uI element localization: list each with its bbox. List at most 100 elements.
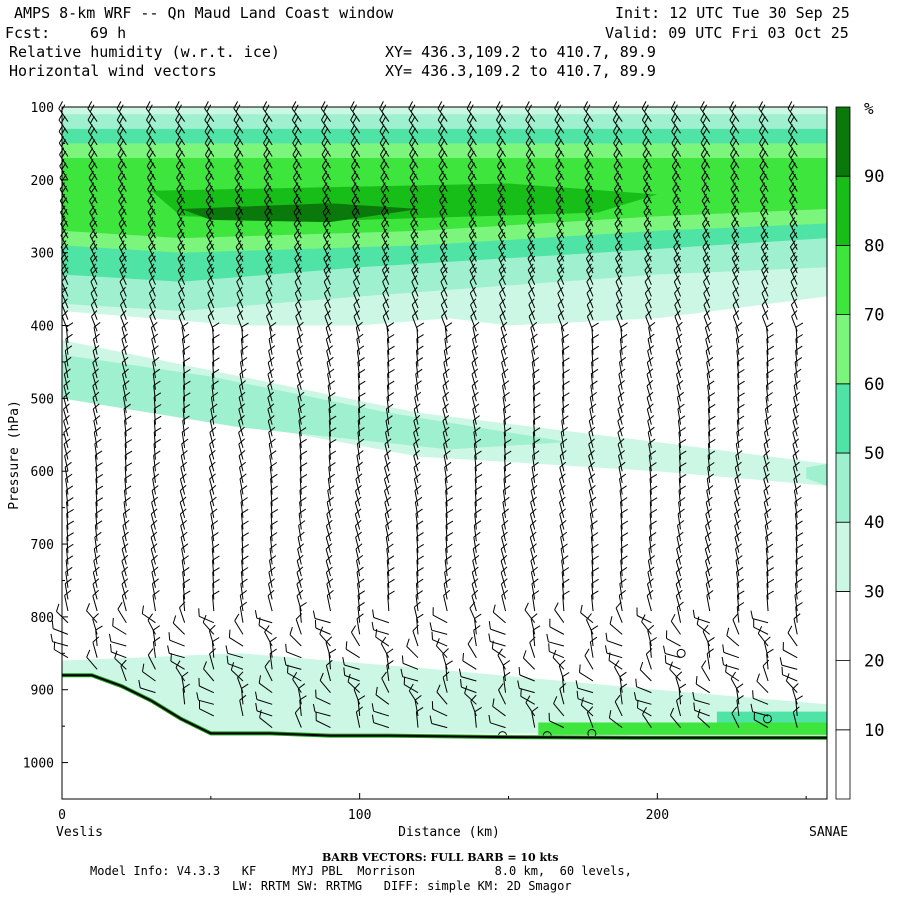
wind-barb [548, 643, 565, 659]
barb-staff [124, 478, 127, 495]
barb-flag [438, 147, 444, 155]
barb-staff [358, 408, 361, 425]
barb-flag [384, 473, 391, 480]
barb-staff [408, 131, 419, 146]
barb-staff [474, 501, 477, 518]
barb-staff [268, 443, 273, 460]
barb-staff [86, 610, 98, 624]
barb-staff [326, 362, 331, 379]
barb-flag [670, 613, 676, 622]
barb-flag [790, 275, 797, 283]
barb-flag [705, 333, 713, 340]
wind-barb [414, 391, 422, 414]
barb-flag [760, 104, 766, 112]
barb-staff [732, 281, 740, 297]
barb-flag [295, 220, 302, 228]
barb-staff [149, 304, 156, 320]
barb-flag [615, 275, 622, 283]
barb-staff [530, 502, 536, 518]
barb-flag [152, 625, 161, 631]
barb-staff [267, 385, 273, 402]
wind-barb [702, 624, 711, 647]
barb-staff [386, 548, 390, 565]
barb-staff [586, 304, 594, 320]
barb-staff [64, 350, 69, 367]
barb-flag [616, 298, 623, 306]
wind-barb [353, 286, 361, 309]
barb-staff [560, 432, 565, 448]
barb-staff [758, 108, 769, 122]
barb-staff [95, 513, 98, 530]
barb-staff [588, 432, 594, 449]
barb-flag [295, 232, 302, 240]
barb-staff [706, 362, 711, 379]
barb-staff [678, 490, 682, 507]
barb-flag [794, 485, 802, 491]
barb-flag [207, 174, 213, 182]
barb-staff [471, 362, 477, 379]
wind-barb [586, 706, 594, 728]
wind-barb [557, 286, 565, 309]
barb-flag [644, 275, 651, 283]
barb-staff [358, 385, 361, 402]
barb-staff [590, 525, 594, 542]
barb-staff [66, 548, 69, 565]
barb-flag [503, 415, 511, 421]
barb-flag [294, 706, 301, 714]
barb-staff [795, 699, 798, 717]
barb-flag [440, 185, 447, 193]
barb-staff [795, 571, 798, 588]
wind-barb [141, 605, 156, 624]
barb-flag [445, 532, 453, 538]
barb-staff [437, 131, 448, 146]
barb-flag [468, 228, 475, 236]
barb-staff [467, 165, 477, 181]
barb-staff [444, 560, 448, 577]
barb-staff [238, 420, 244, 437]
barb-flag [386, 648, 394, 654]
barb-staff [182, 688, 186, 705]
wind-barb [761, 310, 769, 332]
wind-barb [647, 555, 656, 577]
barb-staff [230, 669, 244, 682]
barb-staff [737, 408, 740, 425]
barb-staff [703, 281, 711, 297]
barb-staff [763, 443, 769, 460]
barb-staff [674, 293, 682, 309]
barb-flag [416, 567, 424, 573]
wind-barb [379, 112, 390, 134]
barb-flag [761, 275, 768, 283]
barb-flag [124, 439, 133, 445]
barb-flag [266, 243, 273, 251]
barb-flag [644, 174, 651, 182]
barb-staff [636, 686, 652, 694]
barb-flag [119, 139, 125, 147]
barb-staff [381, 678, 390, 693]
barb-flag [730, 170, 736, 178]
barb-flag [499, 197, 505, 205]
wind-barb [764, 426, 771, 449]
barb-staff [325, 537, 331, 553]
barb-flag [287, 664, 289, 673]
barb-staff [416, 350, 419, 367]
barb-staff [294, 293, 302, 309]
x-tick-label: 100 [348, 808, 371, 823]
barb-flag [352, 263, 359, 271]
wind-barb [386, 380, 395, 402]
wind-barb [501, 508, 510, 530]
barb-flag [321, 112, 326, 121]
barb-flag [354, 496, 362, 503]
barb-flag [445, 508, 454, 514]
barb-flag [469, 139, 475, 147]
barb-staff [763, 478, 769, 495]
barb-flag [386, 543, 394, 550]
wind-barb [670, 613, 681, 635]
barb-staff [649, 478, 652, 495]
wind-barb [122, 531, 129, 553]
wind-barb [677, 520, 685, 542]
wind-barb [298, 415, 306, 437]
barb-flag [324, 197, 330, 205]
barb-staff [552, 657, 565, 670]
barb-flag [779, 657, 783, 666]
